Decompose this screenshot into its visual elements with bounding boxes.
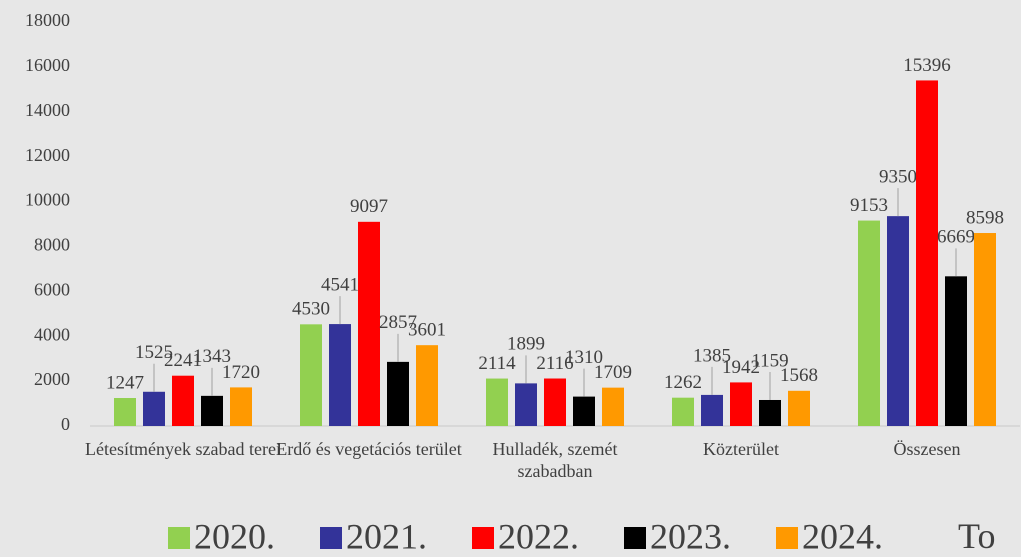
legend-swatch (320, 527, 342, 549)
data-label: 1262 (664, 372, 702, 393)
data-label: 1525 (135, 342, 173, 363)
y-tick-label: 6000 (34, 279, 70, 299)
bar (230, 387, 252, 426)
data-label: 9097 (350, 196, 388, 217)
data-label: 8598 (966, 207, 1004, 228)
data-label: 1247 (106, 372, 144, 393)
data-label: 2241 (164, 350, 202, 371)
bar (329, 324, 351, 426)
bar (172, 375, 194, 426)
data-label: 1720 (222, 362, 260, 383)
y-tick-label: 8000 (34, 235, 70, 255)
x-tick-label: Erdő és vegetációs terület (276, 439, 462, 459)
legend-swatch (776, 527, 798, 549)
bar (416, 345, 438, 426)
x-tick-label: Hulladék, szemét szabadban (492, 439, 618, 481)
data-label: 1942 (722, 357, 760, 378)
bar (544, 378, 566, 426)
y-tick-label: 0 (61, 414, 70, 434)
data-label: 1310 (565, 347, 603, 368)
data-label: 9153 (850, 195, 888, 216)
bar (858, 220, 880, 426)
bar (573, 396, 595, 426)
data-label: 1709 (594, 362, 632, 383)
data-label: 1385 (693, 345, 731, 366)
x-tick-label: Közterület (703, 439, 779, 459)
x-tick-label: Létesítmények szabad terei (85, 439, 281, 459)
bar (788, 390, 810, 426)
data-label: 1159 (751, 350, 788, 371)
y-tick-label: 12000 (25, 145, 70, 165)
y-tick-label: 4000 (34, 324, 70, 344)
y-tick-label: 14000 (25, 100, 70, 120)
data-label: 1568 (780, 365, 818, 386)
data-label: 4541 (321, 274, 359, 295)
x-tick-label: Összesen (893, 439, 961, 459)
bar (887, 216, 909, 426)
legend-swatch (624, 527, 646, 549)
legend-label: 2023. (650, 516, 731, 555)
data-label: 2116 (536, 353, 573, 374)
y-tick-label: 2000 (34, 369, 70, 389)
bar (945, 276, 967, 426)
bar (515, 383, 537, 426)
cut-off-text: To (958, 516, 996, 556)
legend-swatch (168, 527, 190, 549)
bar (672, 397, 694, 426)
bar (114, 398, 136, 426)
legend-swatch (472, 527, 494, 549)
legend-label: 2020. (194, 516, 275, 555)
data-label: 3601 (408, 320, 446, 341)
bar (387, 361, 409, 426)
data-label: 6669 (937, 227, 975, 248)
y-tick-label: 18000 (25, 10, 70, 30)
bar (974, 233, 996, 426)
data-label: 2857 (379, 312, 417, 333)
data-label: 15396 (903, 55, 951, 76)
bar (701, 394, 723, 426)
data-label: 1343 (193, 346, 231, 367)
data-label: 4530 (292, 299, 330, 320)
bar (759, 399, 781, 426)
bar (730, 382, 752, 426)
data-label: 2114 (478, 353, 516, 374)
bar (486, 378, 508, 426)
y-tick-label: 10000 (25, 190, 70, 210)
data-label: 9350 (879, 167, 917, 188)
bar (300, 324, 322, 426)
bar (143, 391, 165, 426)
bar (602, 387, 624, 426)
legend-label: 2021. (346, 516, 427, 555)
legend-label: 2024. (802, 516, 883, 555)
bar (201, 395, 223, 426)
bar (358, 221, 380, 426)
bar (916, 80, 938, 426)
data-label: 1899 (507, 334, 545, 355)
legend-label: 2022. (498, 516, 579, 555)
y-tick-label: 16000 (25, 55, 70, 75)
